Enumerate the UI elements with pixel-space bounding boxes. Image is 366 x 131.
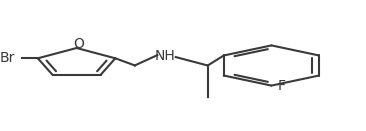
Text: NH: NH bbox=[155, 49, 176, 63]
Text: Br: Br bbox=[0, 51, 15, 65]
Text: O: O bbox=[73, 37, 84, 51]
Text: F: F bbox=[277, 79, 285, 93]
